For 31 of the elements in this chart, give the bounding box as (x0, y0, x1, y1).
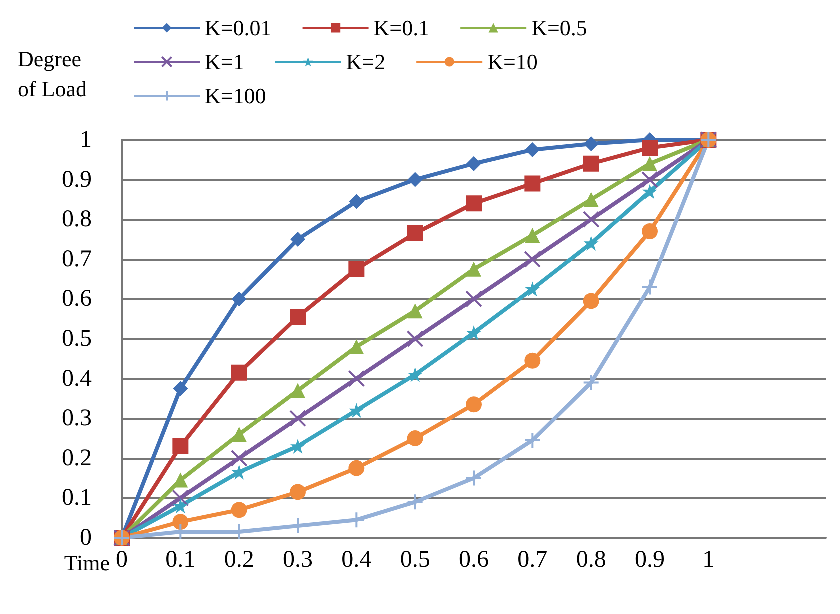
legend-label: K=100 (205, 84, 266, 108)
y-tick-label: 1 (80, 127, 92, 153)
legend-label: K=10 (488, 50, 538, 74)
x-tick-label: 1 (702, 547, 715, 573)
x-tick-label: 0.8 (576, 547, 606, 573)
y-tick-label: 0.3 (62, 406, 92, 432)
y-tick-label: 0.7 (62, 246, 92, 272)
y-tick-label: 0.2 (62, 445, 92, 472)
y-tick-label: 0.1 (62, 485, 92, 512)
y-tick-label: 0.8 (62, 206, 92, 233)
y-axis-title: Degree of Load (18, 46, 88, 102)
y-tick-label: 0.9 (62, 166, 92, 193)
legend-label: K=0.5 (532, 16, 588, 40)
legend-label: K=2 (346, 50, 386, 74)
y-tick-label: 0 (80, 525, 92, 551)
x-tick-label: 0.5 (400, 547, 430, 573)
x-tick-label: 0.9 (635, 547, 665, 573)
x-tick-label: 0 (116, 547, 128, 573)
legend-label: K=0.1 (374, 16, 430, 40)
x-tick-label: 0.1 (166, 547, 196, 573)
legend-label: K=1 (205, 50, 244, 74)
x-tick-label: 0.7 (518, 547, 548, 573)
y-tick-label: 0.5 (62, 326, 92, 352)
y-tick-label: 0.4 (62, 366, 92, 392)
x-axis-title: Time (64, 550, 110, 576)
x-tick-label: 0.4 (342, 547, 372, 573)
legend-label: K=0.01 (205, 16, 272, 40)
x-tick-label: 0.3 (283, 547, 313, 573)
x-tick-label: 0.6 (459, 547, 489, 573)
x-tick-label: 0.2 (224, 547, 254, 573)
y-tick-label: 0.6 (62, 286, 92, 312)
